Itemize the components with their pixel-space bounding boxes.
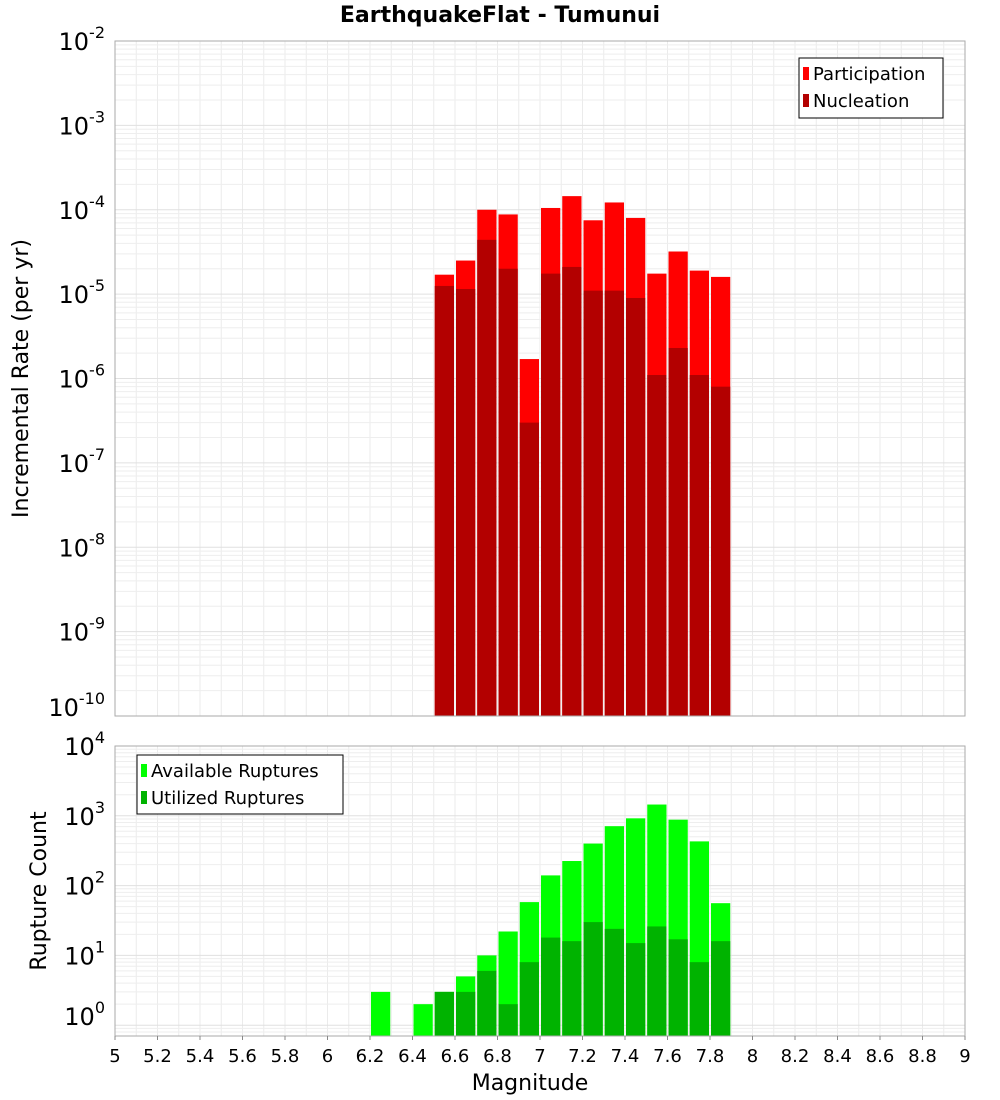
x-tick-label: 5.2 bbox=[143, 1046, 172, 1067]
legend: Participation Nucleation bbox=[798, 57, 944, 119]
bar bbox=[626, 297, 646, 716]
bar bbox=[371, 991, 391, 1036]
y-tick-label: 10-5 bbox=[59, 276, 106, 309]
legend-label: Participation bbox=[813, 64, 925, 85]
y-tick-label: 104 bbox=[64, 728, 105, 761]
x-tick-label: 5.8 bbox=[271, 1046, 300, 1067]
y-tick-label: 10-8 bbox=[59, 529, 106, 562]
x-tick-label: 5.4 bbox=[186, 1046, 215, 1067]
y-tick-label: 10-7 bbox=[59, 445, 106, 478]
x-tick-label: 7.6 bbox=[653, 1046, 682, 1067]
bar bbox=[519, 962, 539, 1036]
x-tick-label: 8.4 bbox=[823, 1046, 852, 1067]
bar bbox=[689, 962, 709, 1036]
bar bbox=[498, 268, 518, 716]
bar bbox=[583, 922, 603, 1036]
y-axis-label: Rupture Count bbox=[27, 811, 52, 971]
plot-border bbox=[114, 40, 966, 717]
x-tick-label: 7 bbox=[534, 1046, 545, 1067]
legend: Available Ruptures Utilized Ruptures bbox=[136, 754, 344, 815]
bar bbox=[668, 347, 688, 716]
bar bbox=[604, 928, 624, 1036]
bar bbox=[711, 386, 731, 716]
bar bbox=[668, 939, 688, 1036]
series-nucleation bbox=[434, 239, 731, 716]
x-tick-label: 6.4 bbox=[398, 1046, 427, 1067]
bar bbox=[498, 1004, 518, 1036]
rupture-count-panel: 104 103 102 101 100 Rupture Count 5 5.2 5.4 5.6 5.… bbox=[27, 728, 971, 1096]
legend-box bbox=[136, 754, 344, 815]
bar bbox=[456, 991, 476, 1036]
legend-swatch bbox=[141, 764, 147, 777]
bar bbox=[519, 422, 539, 716]
bar bbox=[583, 290, 603, 716]
bar bbox=[604, 290, 624, 716]
chart-title: EarthquakeFlat - Tumunui bbox=[340, 3, 660, 28]
bar bbox=[647, 926, 667, 1036]
x-tick-label: 8.6 bbox=[866, 1046, 895, 1067]
bar bbox=[434, 991, 454, 1036]
y-tick-label: 103 bbox=[64, 798, 105, 831]
bar bbox=[562, 266, 582, 716]
legend-label: Available Ruptures bbox=[151, 761, 319, 782]
x-tick-label: 9 bbox=[959, 1046, 970, 1067]
grid bbox=[114, 40, 966, 717]
y-tick-label: 10-2 bbox=[59, 23, 106, 56]
incremental-rate-panel: 10-2 10-3 10-4 10-5 10-6 10-7 10-8 10-9 10-10 Inc… bbox=[9, 23, 966, 722]
legend-swatch bbox=[141, 791, 147, 804]
bar bbox=[477, 970, 497, 1036]
x-tick-label: 7.8 bbox=[696, 1046, 725, 1067]
legend-swatch bbox=[803, 94, 809, 107]
bar bbox=[541, 273, 561, 716]
y-tick-label: 10-3 bbox=[59, 107, 106, 140]
bar bbox=[626, 943, 646, 1036]
legend-swatch bbox=[803, 67, 809, 80]
legend-label: Utilized Ruptures bbox=[151, 788, 304, 809]
x-tick-label: 6.8 bbox=[483, 1046, 512, 1067]
x-tick-label: 5 bbox=[109, 1046, 120, 1067]
x-tick-label: 7.2 bbox=[568, 1046, 597, 1067]
bar bbox=[689, 375, 709, 716]
bar bbox=[647, 375, 667, 716]
x-tick-label: 7.4 bbox=[611, 1046, 640, 1067]
bar bbox=[413, 1004, 433, 1036]
legend-label: Nucleation bbox=[813, 91, 909, 112]
x-tick-label: 6.2 bbox=[356, 1046, 385, 1067]
bar bbox=[477, 239, 497, 716]
x-axis-label: Magnitude bbox=[472, 1071, 589, 1096]
x-tick-label: 6 bbox=[322, 1046, 333, 1067]
x-tick-label: 8.8 bbox=[908, 1046, 937, 1067]
bar bbox=[711, 941, 731, 1036]
y-tick-label: 10-4 bbox=[59, 192, 106, 225]
y-tick-label: 102 bbox=[64, 868, 105, 901]
x-tick-label: 8 bbox=[747, 1046, 758, 1067]
y-tick-label: 10-9 bbox=[59, 614, 106, 647]
y-tick-label: 101 bbox=[64, 937, 105, 970]
bar bbox=[562, 941, 582, 1036]
x-tick-label: 5.6 bbox=[228, 1046, 257, 1067]
x-tick-label: 6.6 bbox=[441, 1046, 470, 1067]
bar bbox=[456, 289, 476, 716]
y-axis-label: Incremental Rate (per yr) bbox=[9, 239, 34, 518]
bar bbox=[434, 285, 454, 716]
x-tick-label: 8.2 bbox=[781, 1046, 810, 1067]
y-tick-label: 10-10 bbox=[48, 689, 105, 722]
series-utilized-ruptures bbox=[434, 922, 731, 1036]
y-tick-label: 100 bbox=[64, 998, 105, 1031]
bar bbox=[541, 937, 561, 1036]
y-tick-label: 10-6 bbox=[59, 361, 106, 394]
legend-box bbox=[798, 57, 944, 119]
